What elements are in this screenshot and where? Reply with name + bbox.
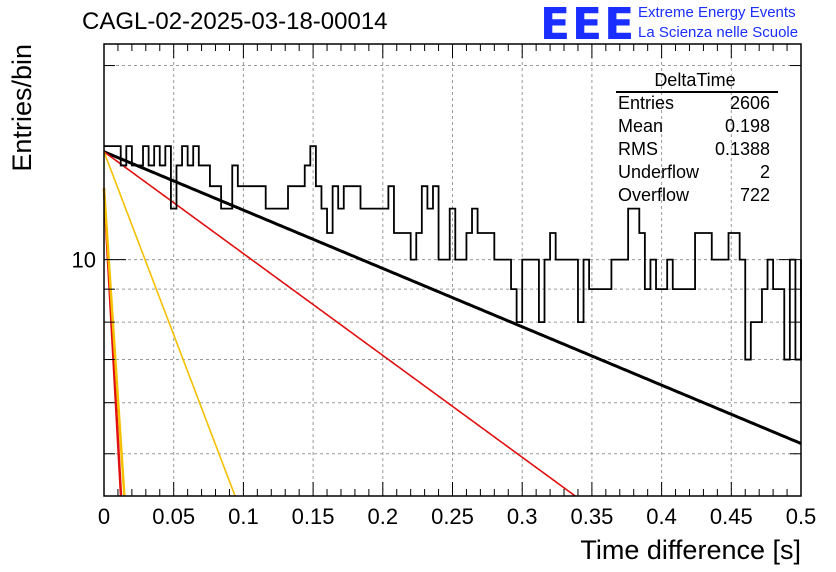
- stats-value: 722: [739, 185, 770, 205]
- stats-value: 2: [759, 162, 770, 182]
- stats-label: Entries: [618, 93, 675, 113]
- stats-value: 0.198: [724, 116, 770, 136]
- stats-label: Underflow: [618, 162, 700, 182]
- fit-curve: [102, 188, 126, 497]
- x-axis-label: Time difference [s]: [580, 535, 801, 565]
- logo-line-1: Extreme Energy Events: [638, 4, 796, 21]
- stats-row-underflow: Underflow 2: [618, 162, 770, 184]
- x-tick-label: 0.2: [368, 504, 399, 529]
- stats-divider: [616, 91, 778, 93]
- x-tick-label: 0.1: [228, 504, 259, 529]
- histogram: [104, 145, 802, 361]
- axis-ticks: 0 0.05 0.1 0.15 0.2 0.25 0.3 0.35 0.4 0.45 0.5 10: [72, 44, 817, 529]
- stats-row-entries: Entries 2606: [618, 93, 770, 115]
- grid-lines: [103, 44, 802, 496]
- stats-label: Mean: [618, 116, 664, 136]
- x-tick-label: 0.4: [646, 504, 677, 529]
- stats-label: RMS: [618, 139, 658, 159]
- fit-curve: [103, 150, 802, 445]
- x-tick-label: 0.3: [507, 504, 538, 529]
- fit-curve: [103, 151, 576, 497]
- x-tick-label: 0.25: [431, 504, 474, 529]
- eee-logo: EEE Extreme Energy Events La Scienza nel…: [540, 0, 836, 50]
- logo-line-2: La Scienza nelle Scuole: [638, 24, 799, 41]
- stats-value: 0.1388: [714, 139, 770, 159]
- x-tick-label: 0.35: [570, 504, 613, 529]
- eee-logo-mark: EEE: [540, 0, 637, 50]
- x-tick-label: 0.05: [152, 504, 195, 529]
- fit-curve: [103, 151, 236, 497]
- x-tick-label: 0.15: [292, 504, 335, 529]
- stats-row-rms: RMS 0.1388: [618, 139, 770, 161]
- x-tick-label: 0: [98, 504, 110, 529]
- fit-curves: [102, 150, 802, 497]
- x-tick-label: 0.5: [786, 504, 817, 529]
- stats-box: DeltaTime Entries 2606 Mean 0.198 RMS 0.…: [612, 70, 778, 210]
- y-tick-label: 10: [72, 248, 96, 273]
- stats-row-mean: Mean 0.198: [618, 116, 770, 138]
- x-tick-label: 0.45: [710, 504, 753, 529]
- histogram-line: [104, 145, 802, 361]
- page-title: CAGL-02-2025-03-18-00014: [82, 8, 388, 35]
- stats-label: Overflow: [618, 185, 690, 205]
- stats-value: 2606: [729, 93, 770, 113]
- stats-title: DeltaTime: [654, 70, 736, 90]
- stats-row-overflow: Overflow 722: [618, 185, 770, 207]
- y-axis-label: Entries/bin: [7, 44, 37, 172]
